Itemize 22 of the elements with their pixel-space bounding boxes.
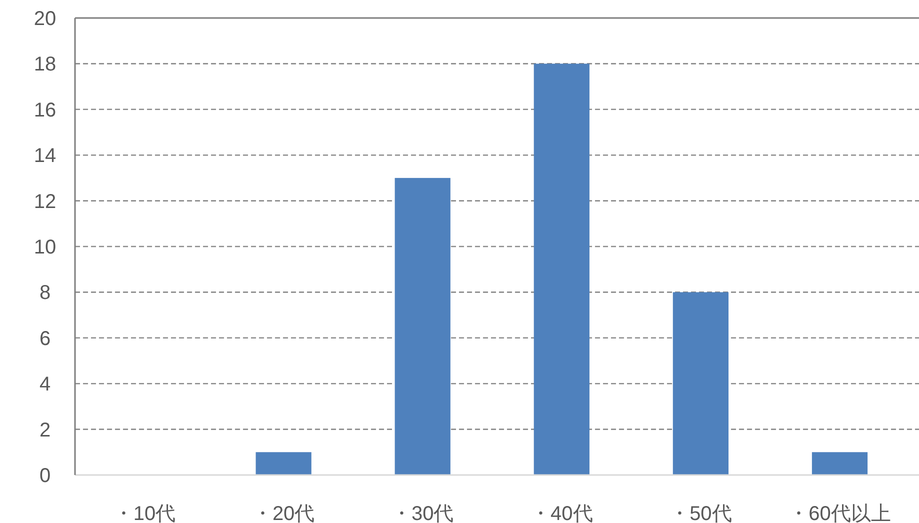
bar xyxy=(534,64,590,475)
y-tick-label: 10 xyxy=(34,236,56,258)
bar xyxy=(394,178,450,475)
bar xyxy=(672,292,729,475)
y-tick-label: 6 xyxy=(39,328,51,350)
y-tick-label: 18 xyxy=(34,54,56,76)
y-tick-label: 2 xyxy=(39,419,51,442)
y-tick-label: 8 xyxy=(39,282,51,304)
y-tick-label: 4 xyxy=(39,374,51,396)
y-tick-label: 0 xyxy=(39,465,51,487)
y-tick-label: 16 xyxy=(34,99,56,122)
bar xyxy=(256,452,312,475)
y-tick-label: 12 xyxy=(34,190,56,213)
y-tick-label: 14 xyxy=(34,145,56,168)
x-tick-label: ・10代 xyxy=(113,503,176,523)
x-tick-label: ・60代以上 xyxy=(788,503,891,523)
bar xyxy=(812,452,868,475)
x-tick-label: ・30代 xyxy=(391,503,454,523)
y-tick-label: 20 xyxy=(34,8,56,30)
x-tick-label: ・20代 xyxy=(252,503,315,523)
x-tick-label: ・50代 xyxy=(670,503,732,523)
x-tick-label: ・40代 xyxy=(530,503,593,523)
